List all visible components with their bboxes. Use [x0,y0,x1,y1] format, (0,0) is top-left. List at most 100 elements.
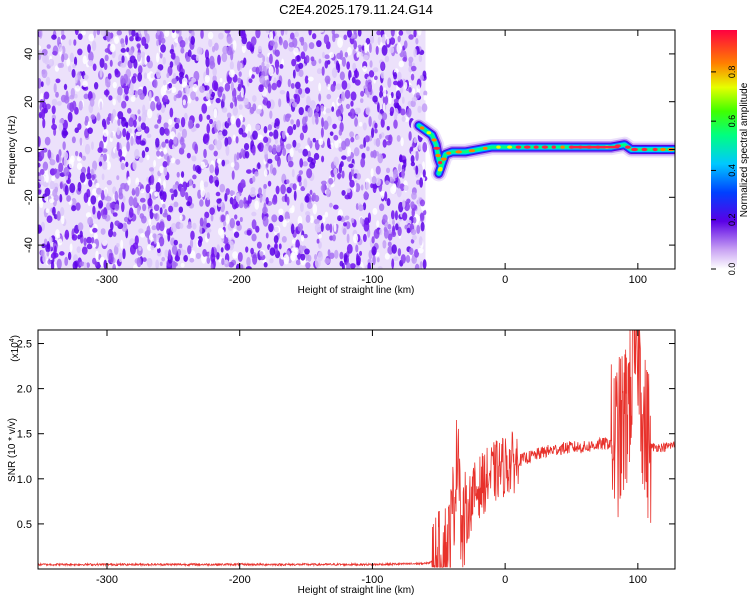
signal-hot-spot [533,145,539,149]
noise-blob [339,50,344,61]
signal-hot-spot [551,145,556,149]
noise-blob [141,54,145,66]
spectrogram-y-axis: -40 -20 0 20 40 [23,48,675,253]
noise-blob [314,112,319,119]
noise-blob [269,258,274,264]
noise-blob [48,198,55,203]
noise-blob [185,56,191,63]
noise-blob [112,81,117,89]
noise-blob [397,163,402,173]
noise-blob [361,152,366,160]
noise-blob [380,61,385,71]
noise-blob [268,131,274,137]
noise-blob [103,62,108,71]
noise-blob [106,180,112,186]
noise-blob [134,235,139,245]
noise-blob [187,49,192,58]
noise-blob [297,175,302,183]
noise-blob [46,251,50,257]
noise-blob [316,238,320,244]
noise-blob [291,205,295,213]
noise-blob [410,73,415,81]
noise-blob [159,221,165,232]
noise-blob [169,61,174,68]
noise-blob [417,30,422,36]
noise-blob [303,111,309,117]
noise-blob [207,31,214,40]
noise-blob [209,207,215,215]
noise-blob [312,137,316,143]
noise-blob [114,35,120,45]
noise-blob [397,248,402,257]
noise-blob [248,78,253,84]
noise-blob [200,161,206,170]
noise-blob [198,113,203,122]
noise-blob [292,69,296,79]
noise-blob [180,47,185,54]
noise-blob [141,112,147,123]
noise-blob [228,261,235,268]
noise-blob [367,81,373,93]
noise-blob [116,127,121,136]
noise-blob [155,69,161,79]
noise-blob [237,77,242,84]
x-tick-label: -100 [361,274,383,286]
noise-blob [384,55,390,63]
noise-blob [406,107,412,118]
noise-blob [306,168,313,179]
noise-blob [60,34,66,40]
noise-blob [276,156,281,167]
noise-blob [73,56,78,66]
noise-blob [56,258,62,269]
noise-blob [215,97,221,104]
noise-blob [53,168,58,174]
noise-blob [290,251,296,262]
noise-blob [38,54,42,61]
noise-blob [77,33,83,40]
noise-blob [69,52,75,63]
noise-blob [52,206,56,216]
noise-blob [73,39,77,46]
noise-blob [410,155,415,164]
colorbar-tick-label: 0.2 [727,213,737,226]
noise-blob [155,137,160,148]
noise-blob [369,60,373,68]
noise-region [38,30,428,269]
noise-blob [304,195,310,203]
noise-blob [102,128,109,137]
noise-blob [217,54,221,66]
noise-blob [164,139,169,144]
noise-blob [274,138,278,145]
noise-blob [323,34,330,45]
noise-blob [131,75,137,84]
noise-blob [283,254,290,265]
noise-blob [380,118,385,128]
noise-blob [359,217,364,224]
noise-blob [267,83,272,94]
noise-blob [150,174,155,185]
noise-blob [341,80,348,90]
noise-blob [204,211,210,219]
noise-blob [278,215,284,222]
noise-blob [131,30,136,37]
noise-blob [174,55,180,66]
noise-blob [337,98,343,104]
noise-blob [58,162,64,173]
noise-blob [421,103,428,113]
noise-blob [131,187,135,196]
noise-blob [105,77,111,88]
noise-blob [112,231,117,237]
noise-blob [232,106,239,116]
noise-blob [195,164,201,173]
noise-blob [399,86,404,94]
noise-blob [122,248,126,260]
noise-blob [295,88,300,95]
noise-blob [318,58,322,64]
noise-blob [252,130,258,140]
noise-blob [128,30,132,36]
noise-blob [81,246,88,255]
noise-blob [423,94,427,101]
noise-blob [129,55,136,64]
noise-blob [346,233,350,244]
noise-blob [76,156,82,162]
